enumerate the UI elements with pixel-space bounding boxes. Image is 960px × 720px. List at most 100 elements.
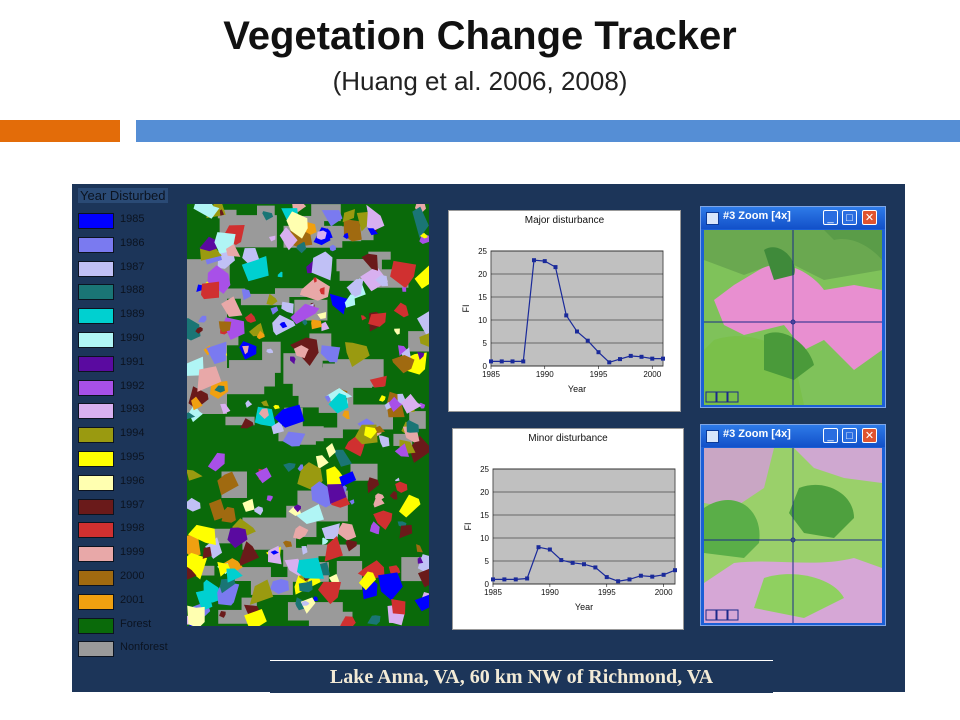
data-point — [499, 359, 504, 364]
legend-swatch — [78, 213, 114, 229]
legend-item: 1991 — [78, 353, 188, 373]
legend-swatch — [78, 617, 114, 634]
legend-swatch — [78, 355, 114, 372]
legend-item: 1986 — [78, 234, 188, 254]
data-point — [502, 577, 507, 582]
y-axis-label: FI — [463, 523, 473, 531]
zoom-window[interactable]: #3 Zoom [4x] _ □ ✕ — [700, 424, 886, 626]
chart-title: Major disturbance — [524, 215, 605, 226]
zoom-window[interactable]: #3 Zoom [4x] _ □ ✕ — [700, 206, 886, 408]
data-point — [593, 565, 598, 570]
maximize-button[interactable]: □ — [842, 210, 857, 225]
legend-label: 2000 — [120, 570, 145, 582]
legend-swatch — [78, 546, 114, 563]
data-point — [661, 572, 666, 577]
data-point — [616, 579, 621, 584]
y-tick-label: 25 — [480, 465, 489, 474]
window-icon — [706, 212, 719, 225]
data-point — [489, 359, 493, 364]
legend-swatch — [78, 379, 114, 396]
zoom-imagery — [704, 448, 882, 623]
zoom-titlebar[interactable]: #3 Zoom [4x] _ □ ✕ — [701, 207, 885, 229]
legend-swatch — [78, 236, 114, 253]
zoom-title: #3 Zoom [4x] — [723, 210, 791, 222]
data-point — [547, 547, 552, 552]
y-tick-label: 0 — [483, 362, 488, 371]
legend-label: Nonforest — [120, 641, 168, 654]
data-point — [513, 577, 518, 582]
legend-swatch — [78, 451, 114, 467]
zoom-imagery — [704, 230, 882, 405]
legend-item: 1988 — [78, 281, 188, 301]
zoom-image — [704, 448, 882, 623]
legend-label: 1999 — [120, 546, 145, 559]
x-tick-label: 1995 — [590, 370, 608, 379]
data-point — [564, 313, 569, 318]
data-point — [575, 329, 579, 334]
data-point — [607, 360, 612, 365]
data-point — [650, 356, 655, 361]
data-point — [661, 356, 665, 361]
legend-label: 1995 — [120, 451, 145, 463]
legend-swatch — [78, 308, 114, 325]
data-point — [604, 575, 609, 580]
y-tick-label: 25 — [478, 247, 487, 256]
legend-item: 1998 — [78, 519, 188, 539]
data-point — [628, 353, 633, 358]
legend-label: 1988 — [120, 284, 145, 297]
x-tick-label: 1990 — [541, 588, 559, 597]
maximize-button[interactable]: □ — [842, 428, 857, 443]
close-button[interactable]: ✕ — [862, 210, 877, 225]
data-point — [559, 558, 564, 563]
y-tick-label: 5 — [485, 557, 490, 566]
data-point — [618, 357, 622, 362]
x-tick-label: 1990 — [536, 370, 554, 379]
close-button[interactable]: ✕ — [862, 428, 877, 443]
plot-area — [492, 468, 676, 585]
legend-swatch — [78, 332, 114, 348]
major-disturbance-plot: 0 5 10 15 20 25 1985 1990 1995 2000 Year FI — [461, 247, 665, 394]
x-tick-label: 1995 — [598, 588, 616, 597]
window-icon — [706, 430, 719, 443]
legend-title: Year Disturbed — [78, 188, 168, 203]
minimize-button[interactable]: _ — [823, 210, 838, 225]
legend-item: 1996 — [78, 472, 188, 492]
legend-label: 1989 — [120, 308, 145, 321]
minor-disturbance-plot: 0 5 10 15 20 25 1985 1990 1995 2000 Year FI — [463, 465, 677, 612]
figure-panel: Year Disturbed 1985 1986 1987 1988 1989 1990 1… — [72, 184, 905, 693]
x-tick-label: 1985 — [482, 370, 500, 379]
y-tick-label: 0 — [485, 580, 490, 589]
legend-item: 2000 — [78, 567, 188, 587]
chart-title: Minor disturbance — [528, 433, 608, 444]
data-point — [553, 265, 558, 270]
accent-bar-orange — [0, 120, 120, 142]
slide-subtitle: (Huang et al. 2006, 2008) — [332, 66, 628, 96]
legend-label: Forest — [120, 617, 152, 630]
data-point — [582, 562, 586, 567]
legend-item: 1985 — [78, 210, 188, 230]
legend-label: 1987 — [120, 260, 145, 273]
minimize-button[interactable]: _ — [823, 428, 838, 443]
disturbance-map — [187, 204, 429, 626]
disturbance-map-image — [187, 204, 429, 626]
legend-item: Nonforest — [78, 638, 188, 658]
zoom-title: #3 Zoom [4x] — [723, 428, 791, 440]
data-point — [627, 577, 632, 582]
data-point — [521, 359, 526, 364]
data-point — [673, 568, 677, 573]
legend-label: 1997 — [120, 498, 145, 511]
zoom-titlebar[interactable]: #3 Zoom [4x] _ □ ✕ — [701, 425, 885, 447]
y-tick-label: 20 — [480, 488, 489, 497]
legend-label: 1986 — [120, 236, 145, 249]
legend-item: 1992 — [78, 377, 188, 397]
legend-item: 1987 — [78, 258, 188, 278]
legend-swatch — [78, 427, 114, 444]
legend-label: 1985 — [120, 213, 145, 225]
map-caption: Lake Anna, VA, 60 km NW of Richmond, VA — [329, 666, 714, 688]
legend-item: 1995 — [78, 448, 188, 468]
zoom-image — [704, 230, 882, 405]
map-caption-box: Lake Anna, VA, 60 km NW of Richmond, VA — [270, 660, 773, 693]
accent-bar-blue — [136, 120, 960, 142]
data-point — [491, 577, 495, 582]
legend-swatch — [78, 522, 114, 539]
